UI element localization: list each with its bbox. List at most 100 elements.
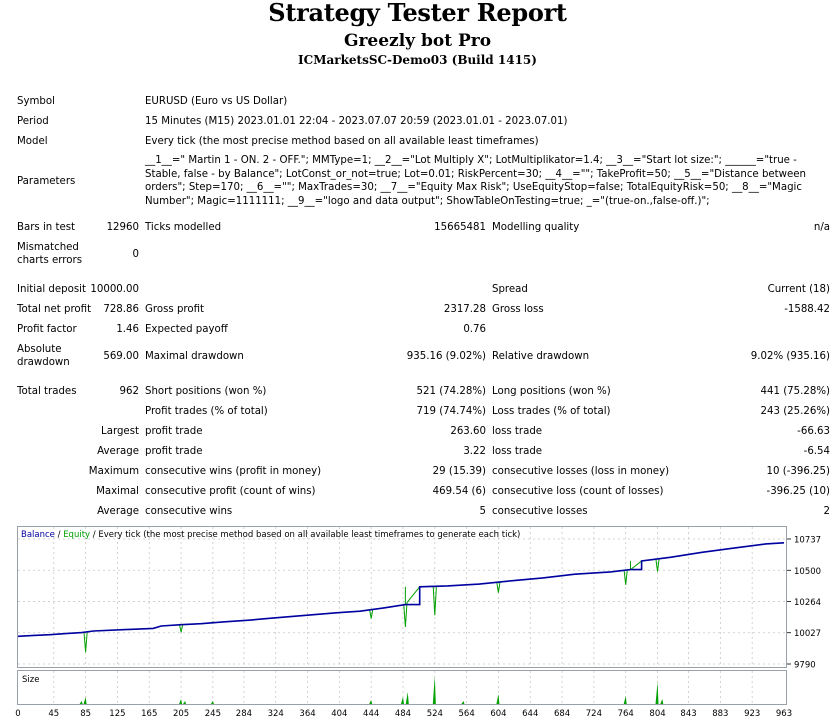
absolute-drawdown-value: 569.00 xyxy=(103,351,139,362)
average-loss-value: -6.54 xyxy=(803,446,830,457)
size-bar xyxy=(496,694,500,704)
x-tick-label: 125 xyxy=(109,709,125,719)
size-bar xyxy=(83,697,87,704)
bars-label: Bars in test xyxy=(17,222,76,233)
x-tick-label: 245 xyxy=(205,709,221,719)
spread-value: Current (18) xyxy=(767,284,830,295)
size-label: Size xyxy=(22,675,40,685)
maximal-drawdown-value: 935.16 (9.02%) xyxy=(406,351,486,362)
y-tick-label: 10027 xyxy=(794,629,821,639)
x-tick-label: 883 xyxy=(712,709,728,719)
profit-factor-label: Profit factor xyxy=(17,324,77,335)
short-positions-value: 521 (74.28%) xyxy=(416,386,486,397)
x-tick-label: 764 xyxy=(618,709,634,719)
loss-trades-value: 243 (25.26%) xyxy=(760,406,830,417)
x-tick-label: 165 xyxy=(141,709,157,719)
average-prefix: Average xyxy=(97,446,139,457)
size-bar xyxy=(461,701,465,704)
server-build: ICMarketsSC-Demo03 (Build 1415) xyxy=(298,53,537,67)
bars-value: 12960 xyxy=(106,222,139,233)
max-consecutive-losses-value: 10 (-396.25) xyxy=(766,466,830,477)
maximal-consecutive-profit-label: consecutive profit (count of wins) xyxy=(145,486,316,497)
profit-trades-value: 719 (74.74%) xyxy=(416,406,486,417)
size-bar xyxy=(79,701,83,704)
x-tick-label: 524 xyxy=(427,709,443,719)
gross-profit-value: 2317.28 xyxy=(443,304,486,315)
x-tick-label: 364 xyxy=(299,709,315,719)
mismatch-value: 0 xyxy=(132,249,139,260)
x-tick-label: 604 xyxy=(490,709,506,719)
maximal-consecutive-loss-value: -396.25 (10) xyxy=(766,486,830,497)
max-consecutive-wins-value: 29 (15.39) xyxy=(432,466,486,477)
period-value: 15 Minutes (M15) 2023.01.01 22:04 - 2023… xyxy=(145,116,568,127)
size-bar xyxy=(660,699,664,704)
average-profit-label: profit trade xyxy=(145,446,203,457)
expected-payoff-value: 0.76 xyxy=(463,324,486,335)
size-chart-canvas xyxy=(53,671,753,704)
x-tick-label: 724 xyxy=(586,709,602,719)
initial-deposit-label: Initial deposit xyxy=(17,284,86,295)
size-panel xyxy=(17,670,787,705)
parameters-label: Parameters xyxy=(17,176,76,187)
avg-consecutive-losses-value: 2 xyxy=(823,506,830,517)
total-trades-value: 962 xyxy=(119,386,139,397)
maximal-drawdown-label: Maximal drawdown xyxy=(145,351,244,362)
absolute-drawdown-label-1: Absolute xyxy=(17,344,62,355)
maximal-prefix: Maximal xyxy=(96,486,139,497)
gross-loss-value: -1588.42 xyxy=(784,304,830,315)
largest-profit-value: 263.60 xyxy=(450,426,486,437)
max-consecutive-losses-label: consecutive losses (loss in money) xyxy=(492,466,670,477)
model-label: Model xyxy=(17,136,48,147)
expert-name: Greezly bot Pro xyxy=(343,31,492,51)
absolute-drawdown-label-2: drawdown xyxy=(17,357,70,368)
size-bar xyxy=(183,701,187,704)
size-bar xyxy=(655,682,659,704)
average-profit-value: 3.22 xyxy=(463,446,486,457)
relative-drawdown-label: Relative drawdown xyxy=(492,351,590,362)
size-bar xyxy=(400,697,404,704)
balance-line xyxy=(18,542,785,638)
size-bar xyxy=(210,701,214,704)
size-bar xyxy=(369,700,373,704)
period-label: Period xyxy=(17,116,49,127)
quality-label: Modelling quality xyxy=(492,222,580,233)
largest-prefix: Largest xyxy=(101,426,139,437)
avg-consecutive-losses-label: consecutive losses xyxy=(492,506,588,517)
ticks-value: 15665481 xyxy=(434,222,486,233)
largest-loss-label: loss trade xyxy=(492,426,543,437)
x-tick-label: 923 xyxy=(744,709,760,719)
chart-legend: Balance / Equity / Every tick (the most … xyxy=(21,529,520,542)
x-tick-label: 205 xyxy=(173,709,189,719)
x-tick-label: 644 xyxy=(522,709,538,719)
x-tick-label: 684 xyxy=(554,709,570,719)
x-tick-label: 0 xyxy=(15,709,20,719)
x-tick-label: 804 xyxy=(649,709,665,719)
initial-deposit-value: 10000.00 xyxy=(90,284,139,295)
legend-description: / Every tick (the most precise method ba… xyxy=(90,530,521,540)
maximal-consecutive-loss-label: consecutive loss (count of losses) xyxy=(492,486,664,497)
avg-consecutive-wins-label: consecutive wins xyxy=(145,506,233,517)
x-tick-label: 324 xyxy=(268,709,284,719)
legend-equity: Equity xyxy=(63,530,91,540)
size-bar xyxy=(179,699,183,704)
legend-sep: / xyxy=(54,530,64,540)
total-trades-label: Total trades xyxy=(17,386,77,397)
largest-loss-value: -66.63 xyxy=(797,426,830,437)
mismatch-label-2: charts errors xyxy=(17,255,82,266)
x-tick-label: 284 xyxy=(236,709,252,719)
parameters-value: __1__=" Martin 1 - ON. 2 - OFF."; MMType… xyxy=(145,155,806,207)
net-profit-label: Total net profit xyxy=(17,304,92,315)
equity-line xyxy=(18,542,785,653)
y-tick-label: 10737 xyxy=(794,536,821,546)
short-positions-label: Short positions (won %) xyxy=(145,386,267,397)
y-tick-label: 9790 xyxy=(794,661,816,671)
average-prefix-2: Average xyxy=(97,506,139,517)
quality-value: n/a xyxy=(813,222,830,233)
y-tick-label: 10264 xyxy=(794,598,821,608)
avg-consecutive-wins-value: 5 xyxy=(479,506,486,517)
spread-label: Spread xyxy=(492,284,528,295)
maximal-consecutive-profit-value: 469.54 (6) xyxy=(432,486,486,497)
average-loss-label: loss trade xyxy=(492,446,543,457)
long-positions-value: 441 (75.28%) xyxy=(760,386,830,397)
balance-chart-canvas xyxy=(18,527,786,667)
